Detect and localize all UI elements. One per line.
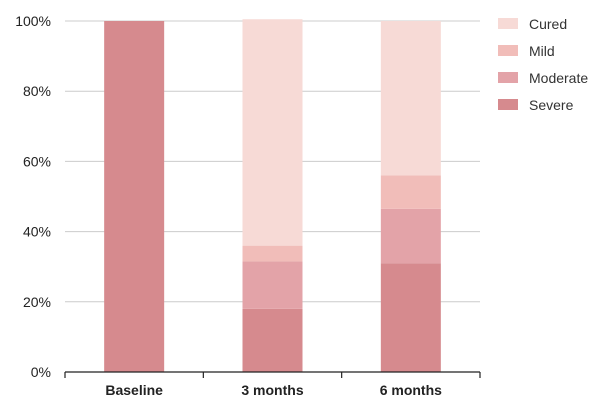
bar-3-months-mild — [242, 245, 303, 262]
bar-baseline-severe — [104, 21, 165, 372]
legend-swatch-mild — [498, 45, 518, 56]
legend-swatch-severe — [498, 99, 518, 110]
legend-swatch-moderate — [498, 72, 518, 83]
x-tick-label-6-months: 6 months — [380, 382, 442, 398]
bar-3-months-cured — [242, 19, 303, 246]
legend: Cured Mild Moderate Severe — [498, 16, 588, 113]
y-tick-label-40: 40% — [23, 224, 51, 240]
y-tick-label-60: 60% — [23, 153, 51, 169]
bar-6-months-cured — [380, 21, 441, 176]
y-tick-label-80: 80% — [23, 83, 51, 99]
bars — [104, 19, 441, 372]
legend-label-cured: Cured — [529, 16, 567, 32]
bar-6-months-mild — [380, 175, 441, 209]
y-tick-label-100: 100% — [15, 13, 51, 29]
x-tick-label-3-months: 3 months — [241, 382, 303, 398]
legend-swatch-cured — [498, 18, 518, 29]
bar-3-months-severe — [242, 308, 303, 372]
y-tick-label-20: 20% — [23, 294, 51, 310]
bar-3-months-moderate — [242, 261, 303, 309]
bar-6-months-moderate — [380, 208, 441, 264]
bar-6-months-severe — [380, 263, 441, 372]
legend-label-moderate: Moderate — [529, 70, 588, 86]
legend-label-severe: Severe — [529, 97, 574, 113]
legend-label-mild: Mild — [529, 43, 555, 59]
axes: 0% 20% 40% 60% 80% 100% Baseline 3 months 6 mont… — [15, 13, 481, 398]
y-tick-label-0: 0% — [31, 364, 51, 380]
x-tick-label-baseline: Baseline — [105, 382, 163, 398]
